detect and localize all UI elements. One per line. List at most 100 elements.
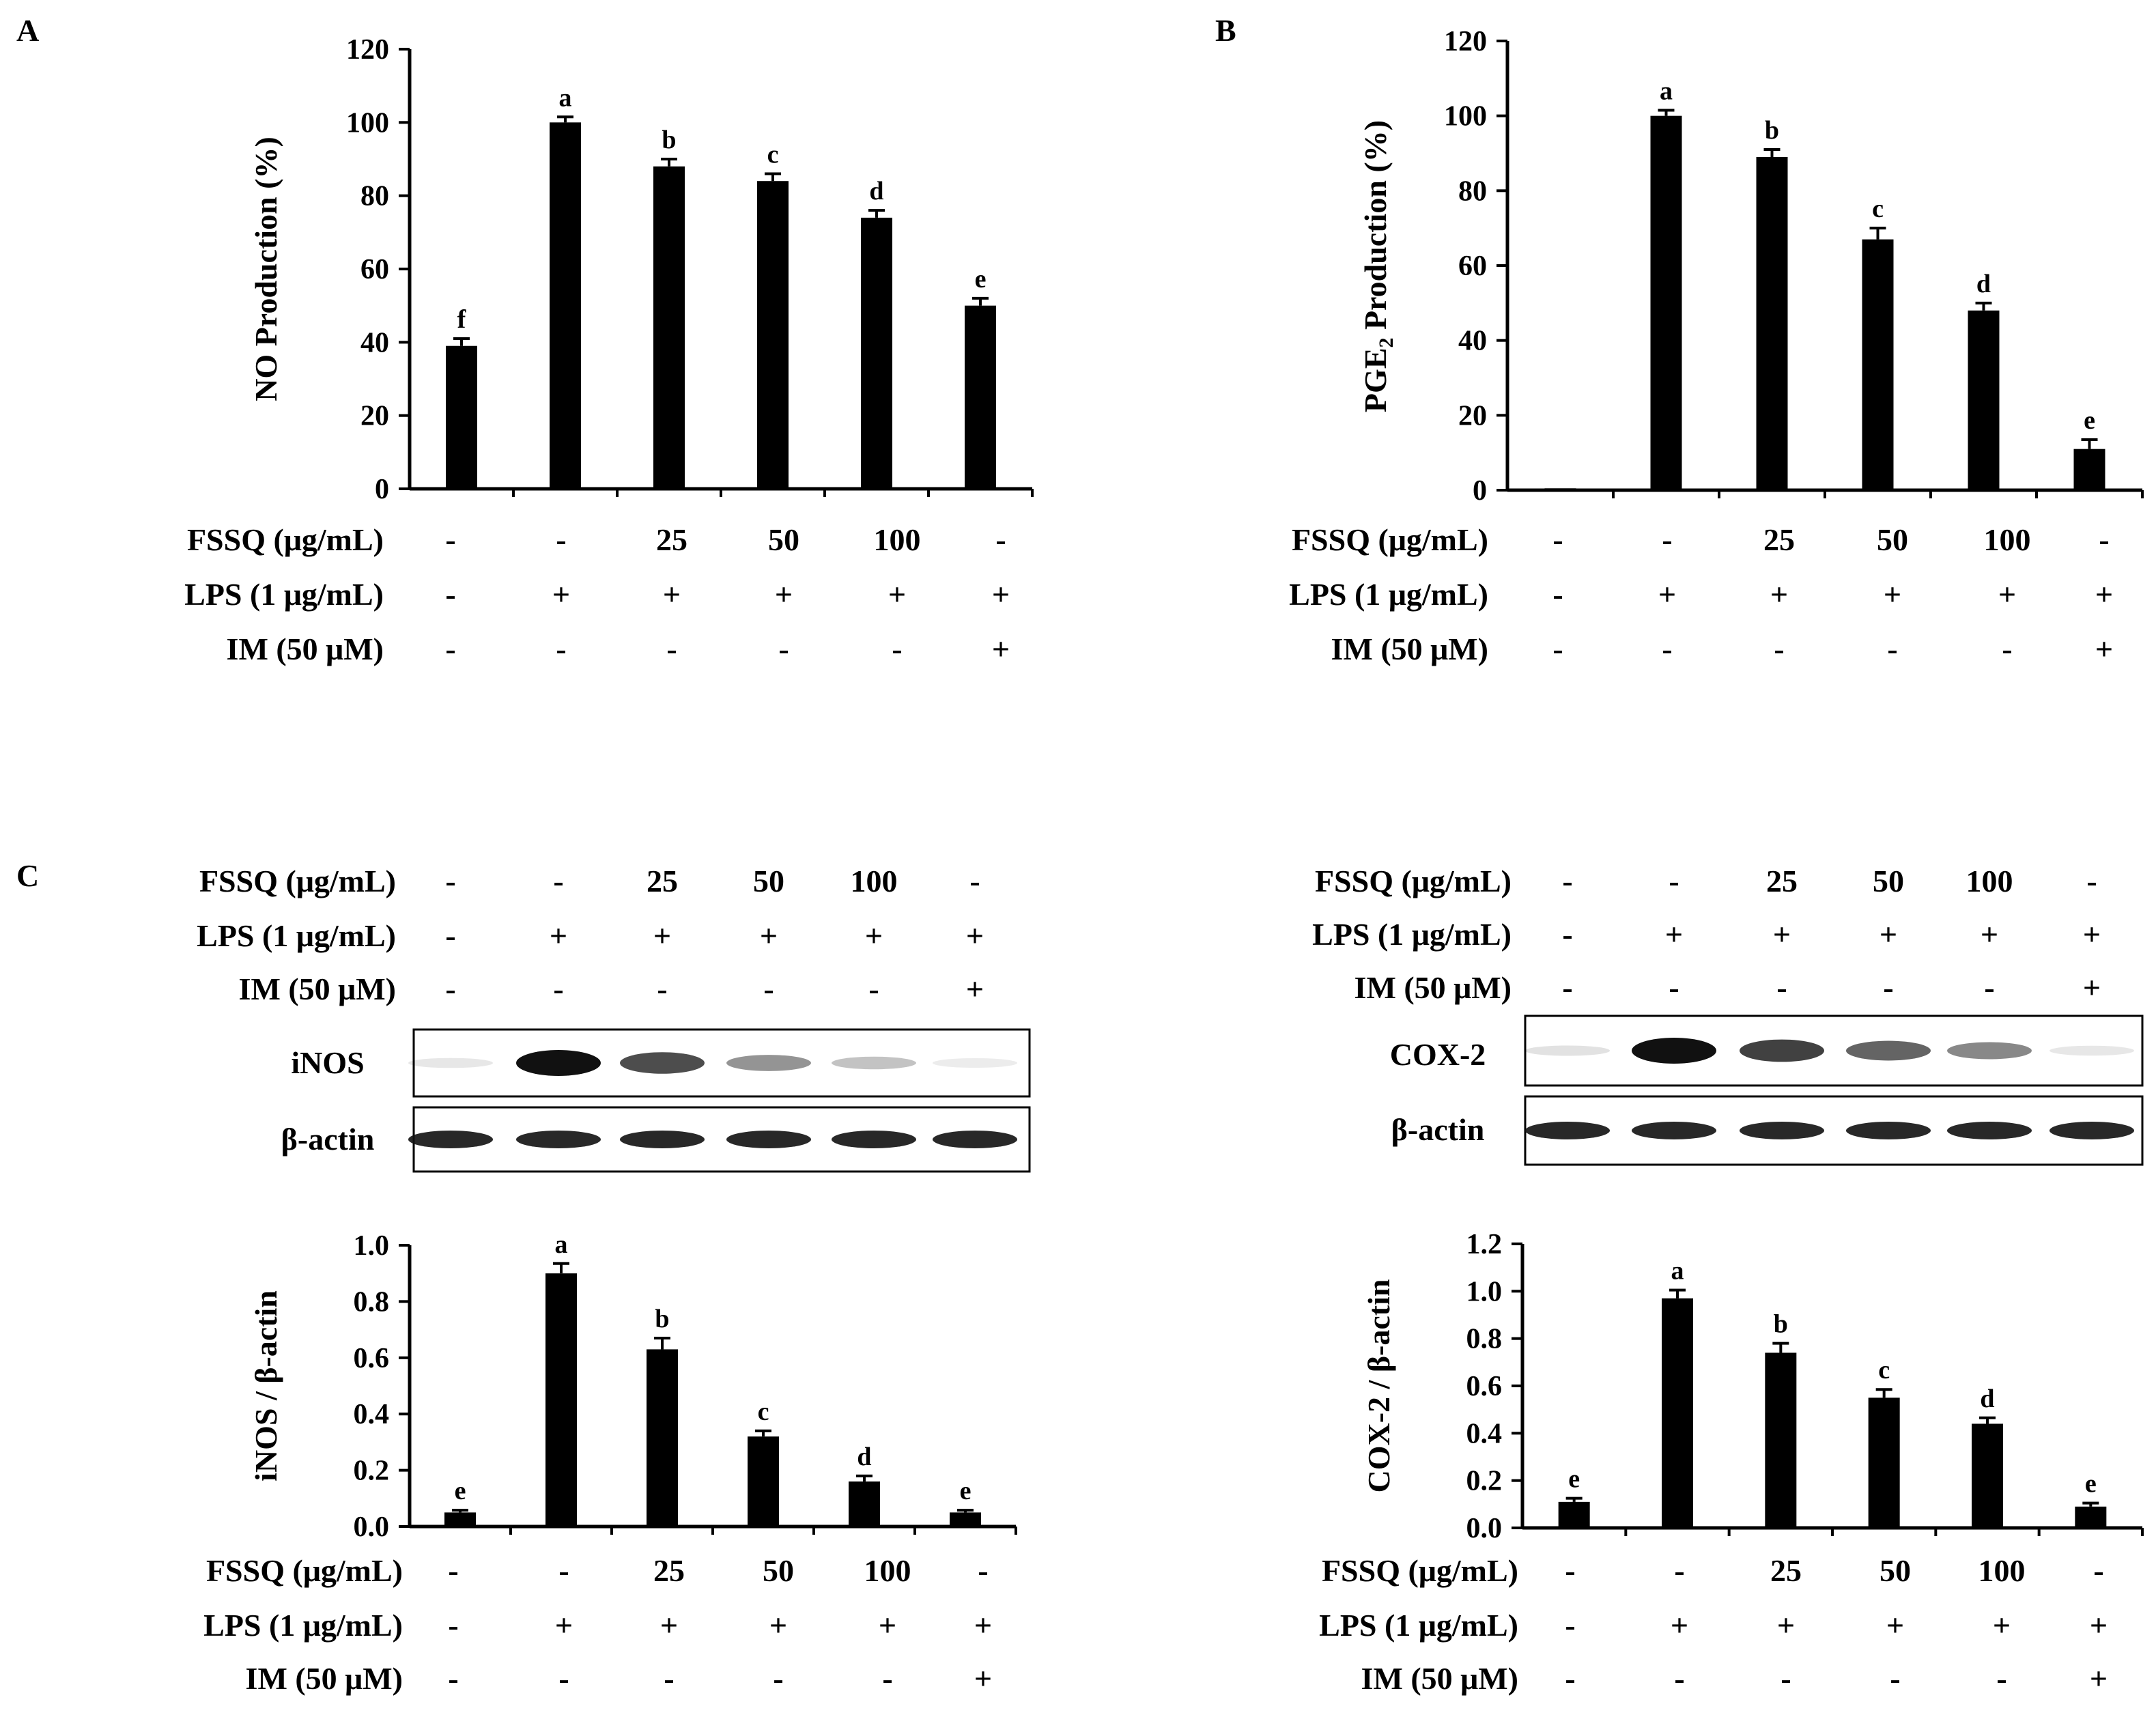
condition-value-im: -: [553, 971, 563, 1006]
condition-value-fssq: 50: [763, 1553, 794, 1588]
condition-value-im: -: [664, 1661, 674, 1696]
condition-value-im: -: [763, 971, 774, 1006]
target-band: [1846, 1040, 1931, 1061]
condition-label-lps: LPS (1 μg/mL): [197, 918, 396, 953]
condition-value-im: -: [1996, 1661, 2006, 1696]
y-tick-label: 1.0: [354, 1230, 390, 1262]
condition-label-lps: LPS (1 μg/mL): [1289, 577, 1488, 612]
condition-table-2: FSSQ (μg/mL) - - 25 50 100 - LPS (1 μg/mL) - + + + +…: [1289, 522, 2113, 666]
condition-value-lps: +: [769, 1608, 787, 1643]
condition-value-fssq: 50: [753, 864, 784, 898]
bar: [444, 1512, 476, 1527]
bar: [849, 1481, 880, 1527]
condition-value-lps: -: [1552, 577, 1563, 612]
condition-value-lps: +: [2090, 1608, 2108, 1643]
actin-band: [832, 1131, 916, 1148]
y-tick-label: 0.2: [354, 1456, 390, 1487]
y-tick-label: 20: [1458, 400, 1487, 431]
condition-label-lps: LPS (1 μg/mL): [1312, 917, 1512, 952]
actin-band: [1740, 1122, 1824, 1139]
significance-letter: a: [1671, 1257, 1684, 1286]
condition-label-fssq: FSSQ (μg/mL): [206, 1553, 403, 1588]
condition-value-im: +: [974, 1661, 992, 1696]
target-band: [516, 1050, 601, 1076]
condition-value-im: -: [445, 632, 455, 666]
actin-band: [516, 1131, 601, 1148]
bar: [550, 122, 581, 489]
condition-value-im: -: [773, 1661, 783, 1696]
condition-value-fssq: -: [1552, 522, 1563, 557]
inos-label: iNOS: [291, 1045, 364, 1080]
chart-c-left: 0.0 0.2 0.4 0.6 0.8 1.0 e a b c d e iNOS / β-actin: [249, 1230, 1017, 1543]
actin-band: [1525, 1122, 1610, 1139]
condition-value-fssq: 50: [1877, 522, 1908, 557]
condition-value-im: -: [445, 971, 455, 1006]
condition-value-lps: +: [552, 577, 570, 612]
panel-label-a: A: [16, 13, 39, 48]
target-band: [1525, 1045, 1610, 1056]
y-tick-label: 120: [1444, 26, 1487, 57]
y-tick-label: 1.2: [1466, 1229, 1503, 1260]
condition-label-fssq: FSSQ (μg/mL): [1322, 1553, 1518, 1588]
condition-label-fssq: FSSQ (μg/mL): [1315, 864, 1512, 898]
significance-letter: c: [767, 140, 779, 169]
y-axis-label: PGE2 Production (%): [1358, 120, 1398, 412]
condition-value-fssq: -: [2086, 864, 2097, 898]
condition-value-lps: +: [992, 577, 1010, 612]
significance-letter: e: [2085, 1470, 2097, 1499]
condition-label-im: IM (50 μM): [1331, 632, 1488, 666]
y-tick-label: 120: [346, 34, 389, 66]
bar: [861, 217, 892, 489]
significance-letter: d: [1980, 1385, 1994, 1413]
condition-value-fssq: -: [553, 864, 563, 898]
condition-value-im: +: [992, 632, 1010, 666]
condition-value-lps: +: [865, 918, 883, 953]
condition-value-lps: +: [1777, 1608, 1795, 1643]
y-axis-label-subscript: 2: [1375, 338, 1398, 348]
target-band: [726, 1055, 811, 1071]
condition-value-im: -: [556, 632, 566, 666]
condition-value-im: -: [1883, 970, 1893, 1005]
actin-band: [408, 1131, 493, 1148]
condition-value-fssq: -: [445, 522, 455, 557]
condition-label-lps: LPS (1 μg/mL): [203, 1608, 403, 1643]
y-tick-label: 40: [1458, 326, 1487, 357]
bar: [748, 1436, 779, 1527]
significance-letter: e: [2084, 406, 2095, 435]
condition-label-im: IM (50 μM): [1361, 1661, 1518, 1696]
cox2-blot: COX-2 β-actin: [1390, 1014, 2144, 1166]
significance-letter: e: [1568, 1465, 1580, 1494]
chart-b: 0 20 40 60 80 100 120 a b c d e PGE2 Production (%): [1358, 26, 2144, 507]
condition-value-im: +: [2090, 1661, 2108, 1696]
condition-value-fssq: -: [978, 1553, 988, 1588]
condition-value-fssq: -: [2099, 522, 2109, 557]
blot-frame: [1524, 1014, 2144, 1087]
condition-value-lps: -: [445, 918, 455, 953]
condition-value-fssq: 25: [656, 522, 687, 557]
condition-value-im: -: [1890, 1661, 1900, 1696]
condition-label-lps: LPS (1 μg/mL): [1319, 1608, 1518, 1643]
condition-value-lps: +: [1770, 577, 1788, 612]
y-tick-label: 0.6: [354, 1343, 390, 1374]
actin-band: [933, 1131, 1017, 1148]
bar: [2073, 449, 2105, 490]
y-tick-label: 100: [1444, 101, 1487, 132]
condition-value-lps: +: [550, 918, 567, 953]
condition-value-fssq: 50: [768, 522, 799, 557]
significance-letter: a: [555, 1230, 568, 1259]
bar: [2075, 1506, 2107, 1528]
bar: [653, 166, 685, 489]
condition-value-fssq: 100: [1984, 522, 2031, 557]
significance-letter: e: [960, 1477, 971, 1505]
condition-value-im: -: [778, 632, 789, 666]
bar: [1862, 239, 1894, 490]
condition-value-im: -: [1984, 970, 1994, 1005]
y-axis-label: iNOS / β-actin: [249, 1290, 283, 1481]
condition-value-fssq: -: [1662, 522, 1672, 557]
significance-letter: c: [1878, 1356, 1890, 1385]
condition-label-fssq: FSSQ (μg/mL): [1292, 522, 1488, 557]
y-tick-label: 0.0: [1466, 1513, 1503, 1544]
condition-value-im: -: [1565, 1661, 1575, 1696]
condition-value-im: -: [558, 1661, 569, 1696]
